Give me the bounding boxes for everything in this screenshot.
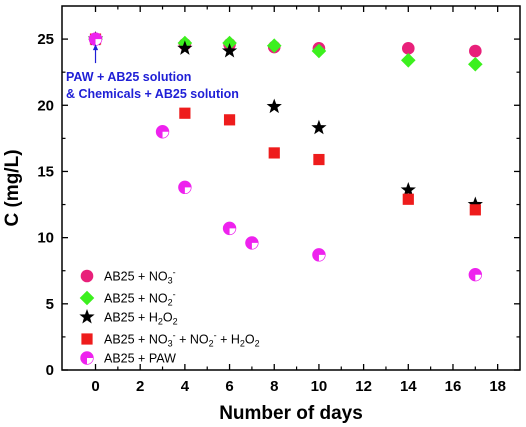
point-series-1 (311, 43, 327, 59)
legend-label-part: - (173, 290, 176, 300)
legend-label-part: 2 (158, 317, 163, 327)
axis-ticks: 0 2 4 6 8 10 12 14 16 18 0 5 10 15 20 25 (37, 6, 520, 395)
x-tick-label: 16 (445, 378, 462, 395)
legend-label-1: AB25 + NO2- (104, 290, 176, 308)
point-series-3 (402, 193, 414, 205)
legend-label-part: 3 (168, 339, 173, 349)
point-series-2 (400, 181, 416, 197)
legend-label-part: AB25 + NO (104, 292, 168, 306)
legend-label-0: AB25 + NO3- (104, 268, 176, 286)
legend-label-part: O (245, 333, 255, 347)
x-tick-label: 10 (311, 378, 328, 395)
point-series-3 (268, 147, 280, 159)
y-tick-label: 10 (37, 230, 54, 247)
point-series-0 (401, 42, 415, 55)
annotation-arrow-head (92, 44, 99, 51)
legend-marker-3 (81, 333, 93, 345)
legend-label-3: AB25 + NO3- + NO2- + H2O2 (104, 331, 260, 349)
point-series-2 (221, 43, 238, 58)
x-tick-label: 4 (181, 378, 190, 395)
point-series-3 (179, 107, 191, 119)
y-tick-label: 5 (46, 296, 54, 313)
legend-label-part: 2 (209, 339, 214, 349)
legend-label-part: 2 (255, 339, 260, 349)
point-series-3 (469, 204, 481, 216)
legend-label-part: AB25 + NO (104, 333, 168, 347)
legend-marker-0 (80, 269, 94, 283)
point-series-1 (468, 56, 483, 72)
point-series-4 (155, 125, 170, 139)
marker-highlight (95, 39, 102, 46)
legend-marker-1 (79, 290, 95, 306)
legend-label-part: + NO (176, 333, 209, 347)
point-series-1 (400, 52, 416, 68)
marker-highlight (251, 242, 258, 249)
marker-highlight (184, 187, 191, 194)
legend-marker-2 (79, 309, 95, 324)
y-axis-title: C (mg/L) (2, 149, 23, 226)
annotation-line2: & Chemicals + AB25 solution (66, 87, 239, 101)
point-series-4 (312, 248, 326, 262)
x-axis-title: Number of days (219, 403, 363, 424)
y-tick-label: 25 (37, 31, 54, 48)
marker-highlight (87, 358, 93, 364)
point-series-1 (266, 38, 282, 54)
legend-label-part: 2 (240, 339, 245, 349)
legend-marker-4 (80, 351, 94, 365)
point-series-3 (313, 153, 325, 166)
point-series-2 (266, 98, 282, 114)
plot-frame (61, 5, 521, 371)
legend-label-part: 2 (168, 298, 173, 308)
point-series-4 (178, 180, 192, 195)
marker-highlight (318, 254, 325, 261)
y-tick-label: 20 (37, 97, 54, 114)
legend-label-part: - (173, 268, 176, 278)
annotation-line1: PAW + AB25 solution (66, 70, 191, 84)
point-series-2 (177, 40, 193, 55)
point-series-4 (468, 267, 483, 282)
legend-label-part: 3 (168, 276, 173, 286)
point-series-4 (222, 221, 237, 236)
data-points (87, 31, 483, 282)
legend-label-4: AB25 + PAW (104, 352, 176, 366)
x-tick-label: 6 (225, 378, 233, 395)
point-series-4 (88, 32, 103, 46)
x-tick-label: 8 (270, 378, 278, 395)
point-series-2 (311, 119, 327, 135)
legend-label-part: + H (217, 333, 240, 347)
annotation: PAW + AB25 solution & Chemicals + AB25 so… (66, 44, 239, 101)
point-series-3 (223, 114, 236, 126)
legend-label-2: AB25 + H2O2 (104, 311, 178, 327)
point-series-4 (245, 236, 259, 250)
legend-label-part: AB25 + PAW (104, 352, 176, 366)
legend-label-part: - (173, 331, 176, 341)
legend-label-part: - (214, 331, 217, 341)
marker-highlight (229, 228, 236, 235)
x-tick-label: 12 (355, 378, 372, 395)
x-tick-label: 2 (136, 378, 144, 395)
point-series-2 (467, 196, 483, 212)
y-tick-label: 15 (37, 163, 54, 180)
legend-label-part: O (163, 311, 173, 325)
legend-label-part: AB25 + NO (104, 270, 168, 284)
marker-highlight (475, 274, 482, 281)
x-tick-label: 18 (489, 378, 506, 395)
legend-label-part: AB25 + H (104, 311, 158, 325)
x-tick-label: 0 (91, 378, 99, 395)
point-series-0 (469, 44, 482, 58)
legend-label-part: 2 (173, 317, 178, 327)
x-tick-label: 14 (400, 378, 417, 395)
y-tick-label: 0 (46, 362, 54, 379)
marker-highlight (162, 131, 169, 138)
